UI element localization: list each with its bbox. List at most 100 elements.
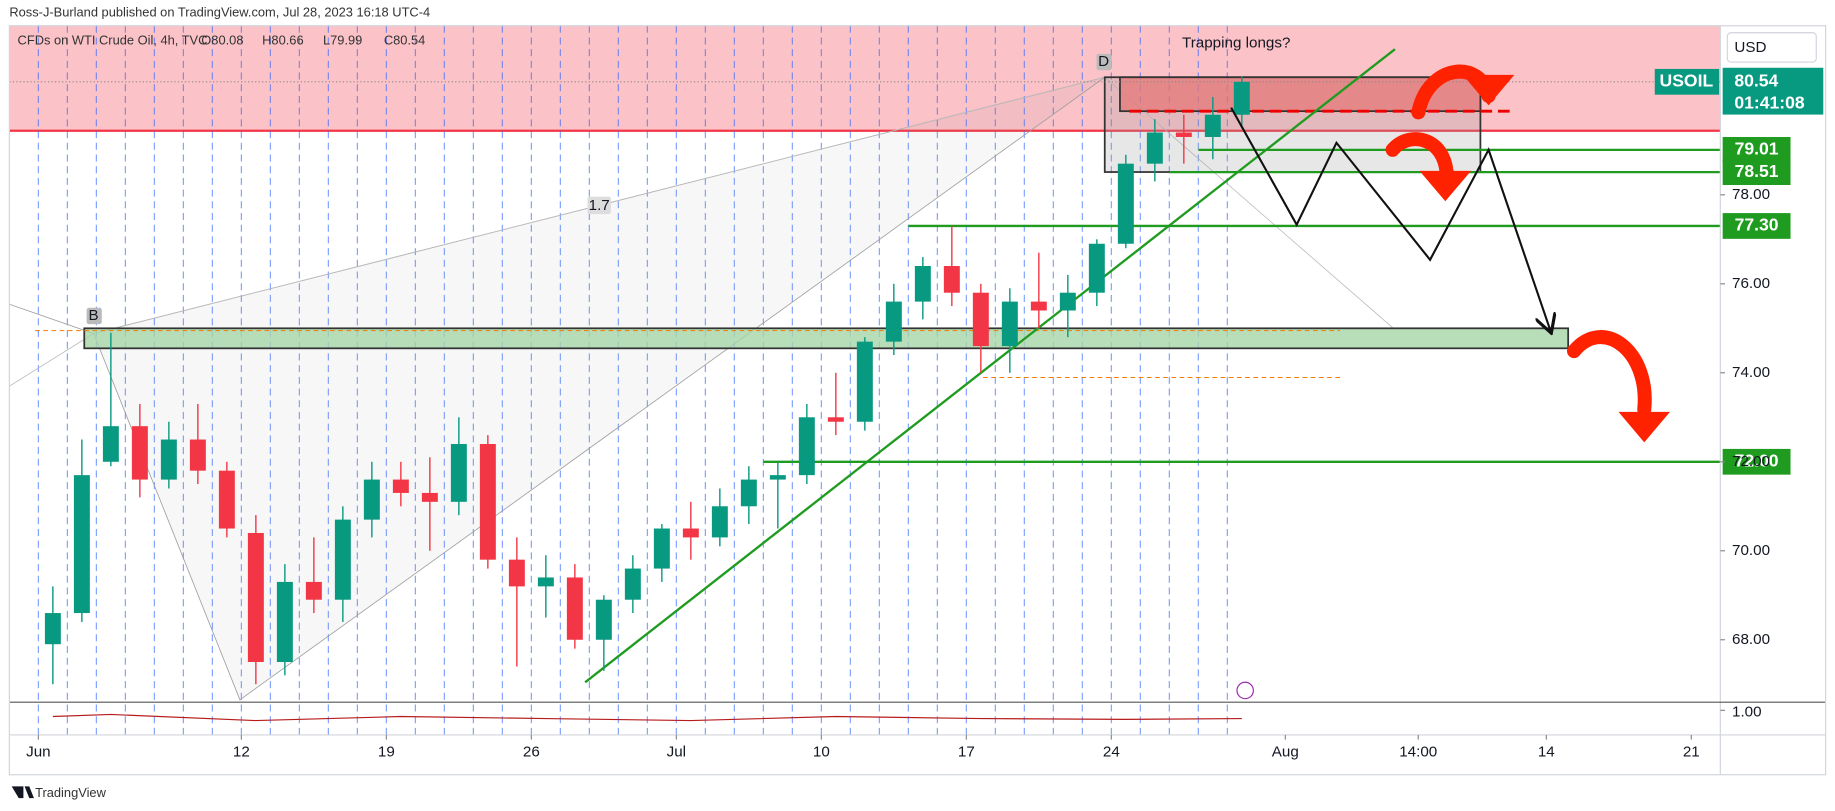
candle-body: [218, 470, 235, 529]
candle-body: [1001, 301, 1018, 347]
candle-body: [827, 417, 844, 422]
level-label: 79.01: [1735, 139, 1779, 159]
candle-body: [595, 599, 612, 640]
level-tag: [1722, 213, 1791, 239]
candle-body: [769, 475, 786, 480]
annotation: Trapping longs?: [1182, 34, 1290, 51]
x-tick-label: 24: [1103, 744, 1120, 761]
candle-body: [1117, 163, 1134, 244]
candle-body: [943, 266, 960, 293]
candle-body: [392, 479, 409, 493]
x-tick-label: 12: [233, 744, 250, 761]
candle-body: [160, 439, 177, 480]
tag-bg: [587, 196, 611, 215]
candle-body: [1204, 114, 1221, 137]
red-arrow: [1567, 330, 1652, 417]
candle-body: [798, 417, 815, 476]
icon: [1236, 681, 1254, 700]
candle-body: [711, 506, 728, 538]
candle-body: [73, 475, 90, 614]
candle-body: [102, 426, 119, 462]
y-tick-label: 70.00: [1732, 542, 1770, 559]
y-tick-label: 74.00: [1732, 364, 1770, 381]
countdown: 01:41:08: [1734, 93, 1804, 113]
level-tag: [1722, 448, 1791, 475]
candle-body: [131, 426, 148, 480]
trend-line: [584, 48, 1396, 684]
candle-body: [914, 266, 931, 302]
x-tick-label: 10: [813, 744, 830, 761]
x-tick-label: Jul: [667, 744, 686, 761]
y-tick-label: 76.00: [1732, 275, 1770, 292]
candle-body: [44, 613, 61, 645]
y-tick-label: 78.00: [1732, 186, 1770, 203]
legend-value: H80.66: [262, 32, 303, 47]
candle-body: [421, 492, 438, 502]
candle-body: [653, 528, 670, 569]
support-zone: [83, 327, 1570, 350]
frame: [8, 25, 1827, 776]
candle-body: [624, 568, 641, 600]
x-tick-label: 14:00: [1399, 744, 1437, 761]
header: Ross-J-Burland published on TradingView.…: [9, 4, 430, 19]
candle-body: [1088, 243, 1105, 293]
candle-body: [885, 301, 902, 342]
logo: [11, 786, 34, 799]
currency: USD: [1734, 39, 1766, 56]
legend-value: L79.99: [323, 32, 362, 47]
level-tag: [1722, 137, 1791, 163]
candle-body: [537, 577, 554, 587]
price-label: 80.54: [1734, 70, 1778, 90]
candle-body: [508, 559, 525, 587]
x-tick-label: 19: [378, 744, 395, 761]
candle-body: [305, 581, 322, 600]
legend-title: CFDs on WTI Crude Oil, 4h, TVC: [18, 32, 208, 47]
currency-box: [1726, 32, 1817, 63]
legend-value: O80.08: [201, 32, 243, 47]
candle-body: [247, 532, 264, 663]
annotation: B: [89, 307, 99, 324]
x-tick-label: 14: [1538, 744, 1555, 761]
candle-body: [276, 581, 293, 663]
x-tick-label: Aug: [1272, 744, 1299, 761]
red-arrow-head: [1462, 74, 1515, 106]
footer: TradingView: [35, 785, 106, 800]
candle-body: [334, 519, 351, 600]
tag-bg: [86, 307, 102, 325]
symbol-tag: [1654, 68, 1720, 95]
candle-body: [1146, 132, 1163, 164]
x-tick-label: 21: [1683, 744, 1700, 761]
annotation: D: [1098, 53, 1109, 70]
y-tick-label: 72.00: [1732, 453, 1770, 470]
tag-bg: [1096, 53, 1112, 71]
x-tick-label: 26: [523, 744, 540, 761]
candle-body: [1059, 292, 1076, 311]
candle-body: [363, 479, 380, 520]
candle-body: [856, 341, 873, 422]
y-tick-label: 1.00: [1732, 704, 1762, 721]
indicator-line: [52, 713, 1242, 722]
candle-body: [189, 439, 206, 471]
projection: [1230, 107, 1550, 332]
legend-value: C80.54: [384, 32, 425, 47]
price-tag: [1722, 67, 1824, 115]
candle-body: [740, 479, 757, 507]
candle-body: [972, 292, 989, 347]
annotation: 1.7: [589, 197, 610, 214]
candle-body: [1233, 81, 1250, 115]
candle-body: [682, 528, 699, 538]
harmonic-pattern: [9, 76, 1105, 701]
red-arrow-head: [1618, 411, 1670, 443]
level-label: 78.51: [1735, 161, 1779, 181]
candle-body: [479, 443, 496, 560]
candle-body: [566, 577, 583, 640]
level-label: 77.30: [1735, 215, 1779, 235]
candle-body: [1175, 132, 1192, 137]
red-arrow-head: [1419, 170, 1472, 202]
candle-body: [450, 443, 467, 502]
x-tick-label: Jun: [26, 744, 51, 761]
level-label: 72.00: [1735, 450, 1779, 470]
